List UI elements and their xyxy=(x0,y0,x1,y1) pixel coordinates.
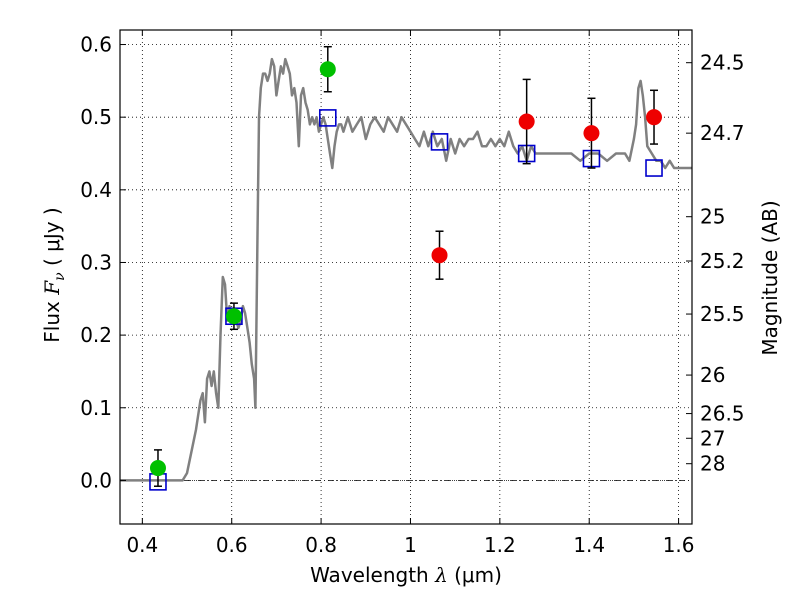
model-sed-line-layer xyxy=(120,57,692,482)
y2-tick-label: 25.5 xyxy=(700,302,745,326)
plot-frame xyxy=(119,29,693,525)
y-axis-title-var: F xyxy=(40,280,64,296)
y2-tick-label: 25.2 xyxy=(700,249,745,273)
y-axis-title-prefix: Flux xyxy=(40,295,64,343)
model-photometry-square xyxy=(645,159,663,177)
y-tick-label: 0.4 xyxy=(80,178,112,202)
nir-detection-point xyxy=(646,109,663,126)
y2-tick-label: 28 xyxy=(700,452,725,476)
y-tick-label: 0.6 xyxy=(80,33,112,57)
model-photometry-square xyxy=(318,109,337,127)
y-axis-title: Flux Fν ( μJy ) xyxy=(40,207,68,342)
tick-marks xyxy=(120,30,692,524)
x-tick-label: 0.8 xyxy=(305,533,337,557)
y-tick-labels: 0.0 0.1 0.2 0.3 0.4 0.5 0.6 xyxy=(80,33,112,493)
y2-tick-label: 24.7 xyxy=(700,121,745,145)
grid-lines xyxy=(120,30,692,524)
y2-tick-label: 26.5 xyxy=(700,402,745,426)
y2-tick-label: 27 xyxy=(700,426,725,450)
optical-detection-point xyxy=(149,460,166,477)
y-tick-label: 0.1 xyxy=(80,396,112,420)
y-axis-title-suffix: ( μJy ) xyxy=(40,207,64,272)
optical-detection-point xyxy=(225,308,242,325)
y-tick-label: 0.0 xyxy=(80,468,112,492)
y2-tick-label: 26 xyxy=(700,363,725,387)
x-axis-title-prefix: Wavelength xyxy=(310,563,435,587)
model-sed-line xyxy=(120,57,692,482)
x-axis-title: Wavelength λ (μm) xyxy=(310,563,502,587)
y-tick-label: 0.3 xyxy=(80,250,112,274)
nir-detection-point xyxy=(431,247,448,264)
y2-tick-label: 24.5 xyxy=(700,51,745,75)
x-tick-label: 1 xyxy=(404,533,417,557)
y-axis-title-sub: ν xyxy=(52,272,68,281)
optical-detection-point xyxy=(319,61,336,78)
y-tick-label: 0.5 xyxy=(80,105,112,129)
x-tick-label: 0.6 xyxy=(216,533,248,557)
y2-axis-title: Magnitude (AB) xyxy=(758,200,782,355)
x-axis-title-suffix: (μm) xyxy=(448,563,502,587)
model-photometry-square xyxy=(430,133,449,151)
y-tick-label: 0.2 xyxy=(80,323,112,347)
nir-detection-point xyxy=(518,113,535,130)
x-tick-label: 0.4 xyxy=(126,533,158,557)
x-tick-labels: 0.4 0.6 0.8 1 1.2 1.4 1.6 xyxy=(126,533,694,557)
nir-detection-point xyxy=(583,125,600,142)
x-axis-title-var: λ xyxy=(434,563,448,587)
x-tick-label: 1.4 xyxy=(573,533,605,557)
x-tick-label: 1.2 xyxy=(484,533,516,557)
x-tick-label: 1.6 xyxy=(663,533,695,557)
marker-layer xyxy=(149,45,663,491)
y2-tick-label: 25 xyxy=(700,205,725,229)
